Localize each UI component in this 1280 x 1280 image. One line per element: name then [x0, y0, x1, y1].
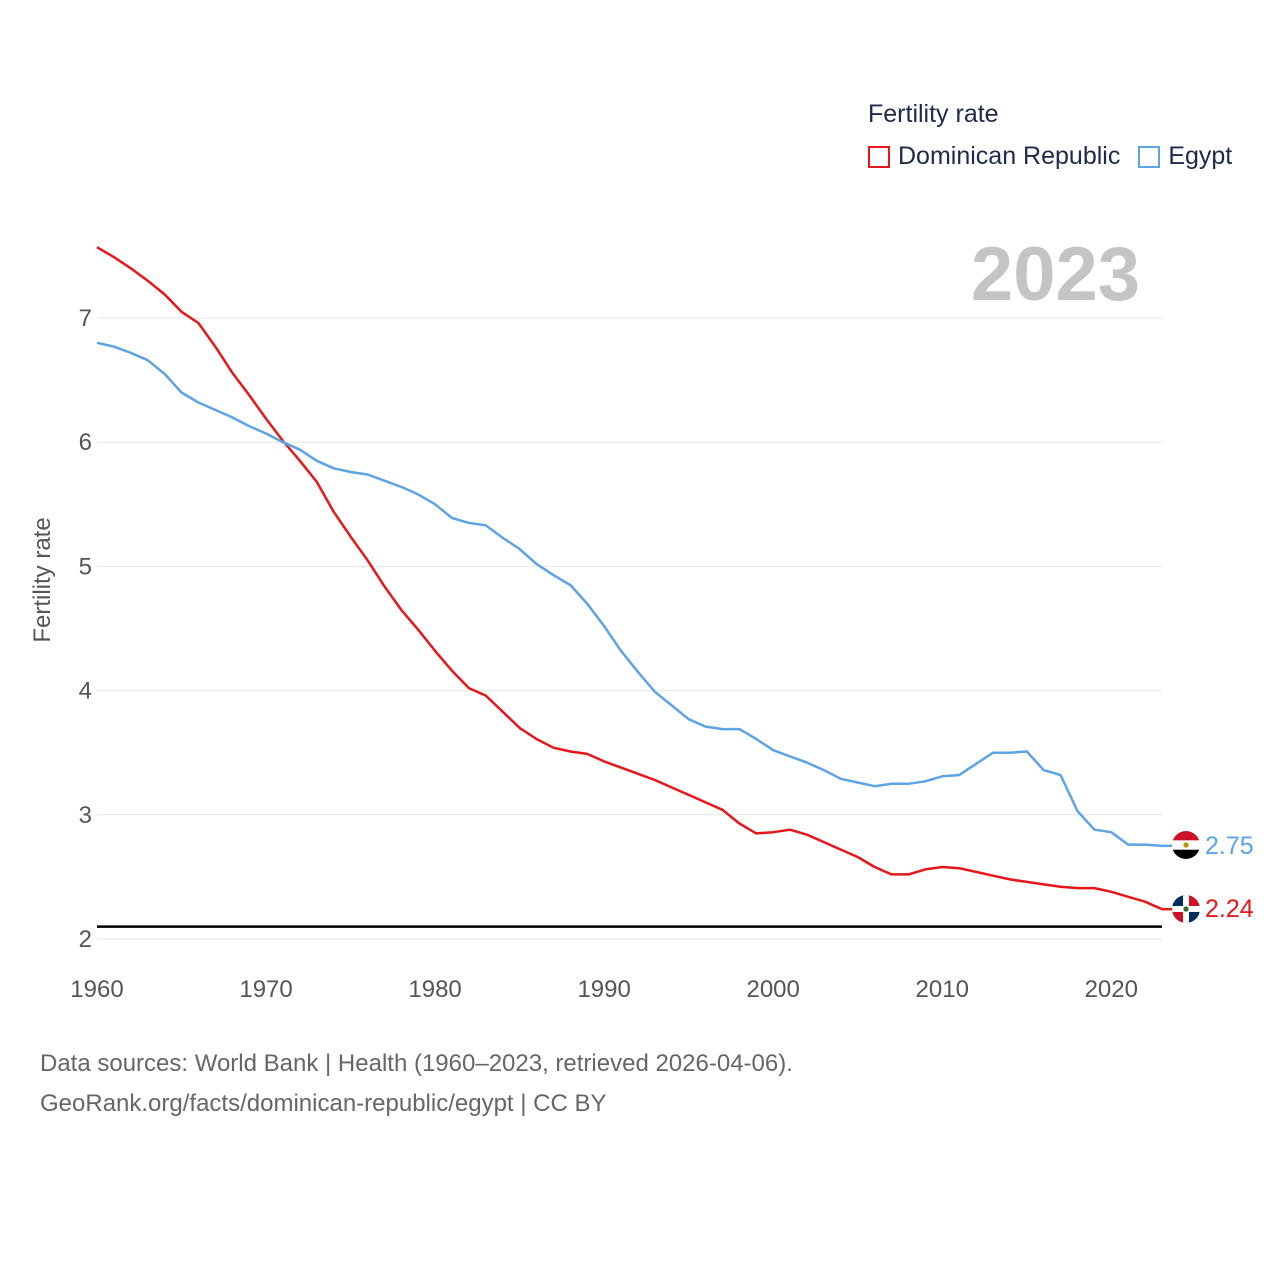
legend-label: Dominican Republic — [898, 142, 1121, 170]
y-tick-label: 7 — [79, 305, 92, 332]
x-tick-label: 1970 — [239, 976, 292, 1003]
series-lines — [96, 246, 1163, 911]
data-source: Data sources: World Bank | Health (1960–… — [40, 1044, 793, 1124]
grid-lines — [97, 317, 1162, 940]
x-tick-label: 1960 — [70, 976, 123, 1003]
egypt-flag-icon — [1172, 831, 1200, 859]
x-tick-label: 2010 — [916, 976, 969, 1003]
series-line-dominican-republic — [96, 246, 1163, 911]
source-line-2: GeoRank.org/facts/dominican-republic/egy… — [40, 1090, 607, 1117]
x-tick-label: 1990 — [577, 976, 630, 1003]
legend-swatch-egypt — [1138, 145, 1161, 168]
year-display: 2023 — [971, 232, 1140, 317]
legend-item-egypt[interactable]: Egypt — [1138, 142, 1232, 171]
x-axis-ticks: 1960 1970 1980 1990 2000 2010 2020 — [70, 976, 1138, 1003]
end-value-label-egypt: 2.75 — [1205, 832, 1254, 860]
x-tick-label: 1980 — [408, 976, 461, 1003]
y-tick-label: 3 — [79, 802, 92, 829]
end-value-label-dominican-republic: 2.24 — [1205, 895, 1254, 923]
end-markers: 2.24 2.75 — [1162, 832, 1254, 923]
series-line-egypt — [96, 341, 1163, 848]
source-line-1: Data sources: World Bank | Health (1960–… — [40, 1050, 793, 1077]
legend-title: Fertility rate — [868, 100, 999, 128]
legend-item-dominican-republic[interactable]: Dominican Republic — [868, 142, 1120, 171]
x-tick-label: 2000 — [746, 976, 799, 1003]
dominican-republic-flag-icon — [1172, 895, 1200, 923]
legend-swatch-dominican-republic — [868, 145, 890, 168]
x-tick-label: 2020 — [1085, 976, 1138, 1003]
y-tick-label: 2 — [79, 926, 92, 953]
legend: Dominican Republic Egypt — [868, 142, 1250, 171]
y-tick-label: 5 — [79, 553, 92, 580]
y-tick-label: 6 — [79, 429, 92, 456]
legend-label: Egypt — [1168, 142, 1233, 170]
y-axis-ticks: 2 3 4 5 6 7 — [79, 305, 92, 953]
y-tick-label: 4 — [79, 678, 92, 705]
y-axis-label: Fertility rate — [29, 517, 56, 642]
